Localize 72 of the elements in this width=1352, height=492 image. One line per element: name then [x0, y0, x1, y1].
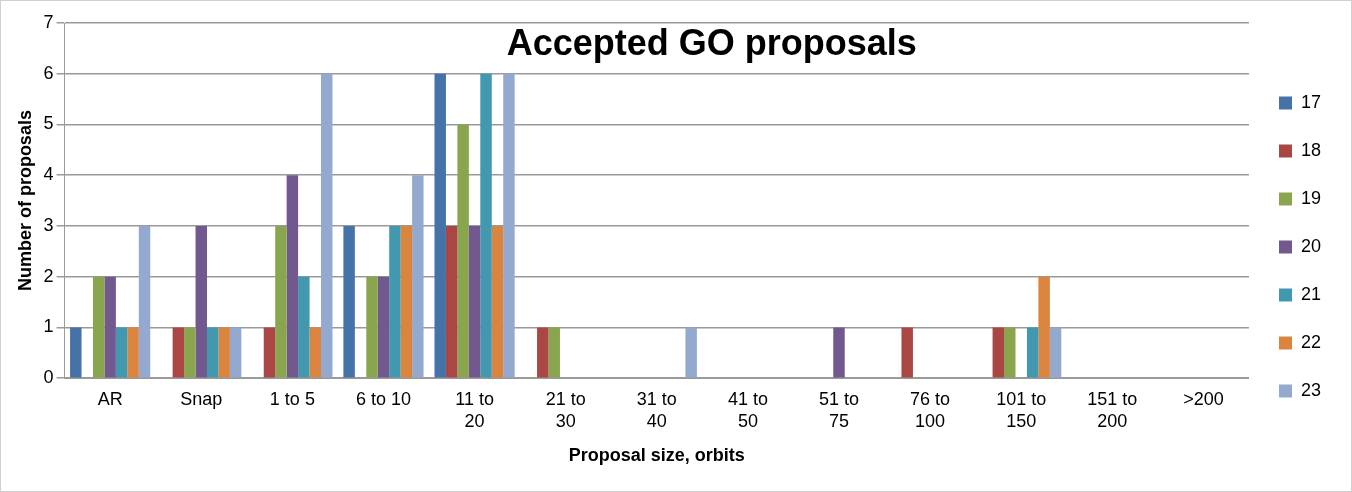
bar — [389, 225, 401, 378]
legend-label: 18 — [1300, 139, 1322, 160]
bar — [138, 225, 151, 378]
bar — [184, 327, 196, 378]
y-tick-label: 3 — [43, 214, 54, 235]
x-tick-label: 21 to 30 — [545, 388, 586, 431]
x-tick-label: 1 to 5 — [269, 388, 315, 409]
bar — [457, 124, 469, 378]
y-tick-label: 5 — [43, 113, 54, 134]
bar — [172, 327, 185, 378]
bar — [491, 225, 504, 378]
y-tick-label: 7 — [43, 11, 54, 32]
y-tick-label: 0 — [43, 367, 54, 388]
bar — [343, 225, 355, 378]
bar — [92, 276, 105, 378]
bar — [901, 327, 913, 378]
y-tick-label: 4 — [43, 164, 54, 185]
bar — [321, 73, 333, 378]
bar — [833, 327, 845, 378]
bar — [195, 225, 207, 378]
bar — [207, 327, 219, 378]
x-tick-label: AR — [97, 388, 123, 409]
x-tick-label: 76 to 100 — [910, 388, 951, 431]
legend-label: 20 — [1300, 235, 1322, 256]
bar — [434, 73, 446, 378]
x-axis-title: Proposal size, orbits — [568, 445, 745, 466]
bar — [468, 225, 481, 378]
x-tick-label: 41 to 50 — [727, 388, 768, 431]
x-tick-label: >200 — [1183, 388, 1224, 409]
y-tick-label: 6 — [43, 62, 54, 83]
bar — [298, 276, 310, 378]
bar — [263, 327, 276, 378]
legend-label: 19 — [1300, 187, 1322, 208]
legend-label: 22 — [1300, 331, 1322, 352]
bar — [286, 175, 299, 378]
x-tick-label: 11 to 20 — [455, 388, 494, 431]
bar — [445, 225, 458, 378]
bar — [412, 175, 424, 378]
x-tick-label: 31 to 40 — [636, 388, 677, 431]
bar — [366, 276, 378, 378]
bar — [685, 327, 697, 378]
bar — [1038, 276, 1050, 378]
bar — [400, 225, 413, 378]
bar — [1049, 327, 1062, 378]
x-tick-label: 101 to 150 — [996, 388, 1047, 431]
y-tick-label: 1 — [43, 316, 54, 337]
legend-label: 21 — [1300, 283, 1322, 304]
bar — [218, 327, 230, 378]
legend-label: 17 — [1300, 91, 1322, 112]
bar — [309, 327, 322, 378]
bar — [1004, 327, 1016, 378]
bar — [1026, 327, 1039, 378]
bar — [992, 327, 1005, 378]
bar — [480, 73, 492, 378]
x-tick-label: 51 to 75 — [818, 388, 860, 431]
x-tick-label: 151 to 200 — [1087, 388, 1138, 431]
bar — [275, 225, 287, 378]
y-tick-label: 2 — [43, 265, 54, 286]
x-tick-label: 6 to 10 — [355, 388, 411, 409]
bar — [229, 327, 242, 378]
bar — [377, 276, 390, 378]
x-tick-label: Snap — [180, 388, 223, 409]
bar — [503, 73, 515, 378]
bar — [537, 327, 549, 378]
legend-label: 23 — [1300, 379, 1322, 400]
bar — [104, 276, 116, 378]
chart-title: Accepted GO proposals — [506, 21, 917, 63]
y-axis-title: Number of proposals — [14, 110, 35, 292]
bar — [127, 327, 139, 378]
bar — [548, 327, 560, 378]
bar — [115, 327, 128, 378]
bar — [70, 327, 82, 378]
